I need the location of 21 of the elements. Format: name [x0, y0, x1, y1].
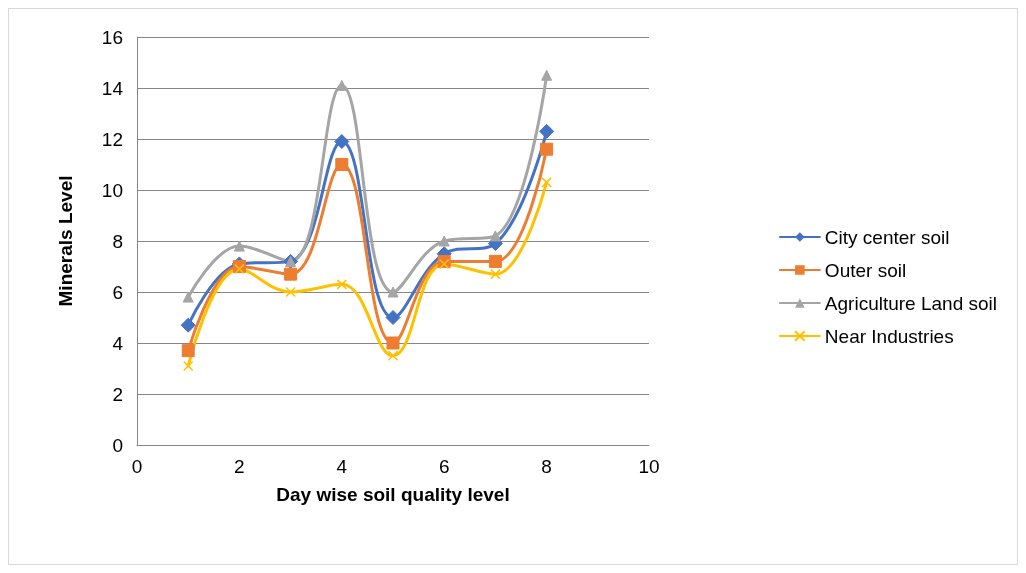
x-tick-label: 8	[541, 456, 552, 477]
y-tick-label: 6	[112, 281, 123, 303]
y-tick-label: 4	[112, 332, 124, 354]
legend-label: City center soil	[824, 226, 950, 248]
y-tick-label: 2	[112, 383, 123, 405]
y-tick-label: 8	[112, 230, 123, 252]
x-tick-label: 4	[336, 456, 348, 477]
x-axis-title: Day wise soil quality level	[276, 484, 510, 505]
legend-label: Agriculture Land soil	[824, 292, 998, 314]
y-tick-label: 0	[112, 434, 123, 456]
y-tick-label: 14	[101, 77, 124, 99]
y-tick-label: 16	[101, 26, 123, 48]
y-axis-title: Minerals Level	[55, 175, 76, 307]
y-tick-label: 10	[101, 179, 123, 201]
x-tick-label: 6	[438, 456, 450, 477]
x-tick-label: 10	[638, 456, 660, 477]
x-tick-label: 0	[131, 456, 143, 477]
legend-label: Outer soil	[824, 259, 907, 281]
y-tick-label: 12	[101, 128, 123, 150]
legend-label: Near Industries	[824, 325, 954, 347]
x-tick-label: 2	[234, 456, 245, 477]
